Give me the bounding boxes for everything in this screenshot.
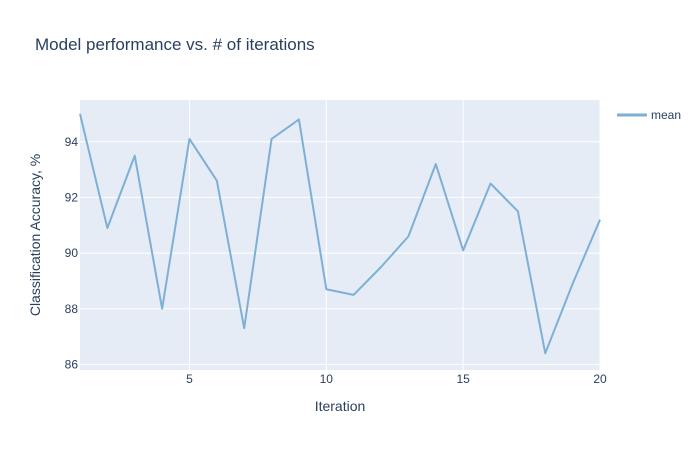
x-tick-label-20: 20: [593, 372, 607, 386]
y-tick-label-92: 92: [65, 190, 79, 204]
series-layer: [79, 113, 601, 355]
legend-label-mean: mean: [651, 108, 681, 122]
y-axis-ticks: 86 88 90 92 94: [65, 135, 79, 372]
y-tick-label-90: 90: [65, 246, 79, 260]
x-axis-ticks: 5 10 15 20: [186, 372, 607, 386]
chart-title: Model performance vs. # of iterations: [35, 35, 315, 54]
y-tick-label-88: 88: [65, 302, 79, 316]
y-tick-label-94: 94: [65, 135, 79, 149]
y-axis-title: Classification Accuracy, %: [27, 154, 43, 316]
x-tick-label-15: 15: [456, 372, 470, 386]
grid: [80, 100, 601, 370]
y-tick-label-86: 86: [65, 357, 79, 371]
x-axis-title: Iteration: [315, 398, 366, 414]
x-tick-label-10: 10: [320, 372, 334, 386]
series-line-mean: [79, 113, 601, 355]
plot-area: [80, 100, 600, 370]
legend[interactable]: mean: [617, 108, 681, 122]
x-tick-label-5: 5: [186, 372, 193, 386]
